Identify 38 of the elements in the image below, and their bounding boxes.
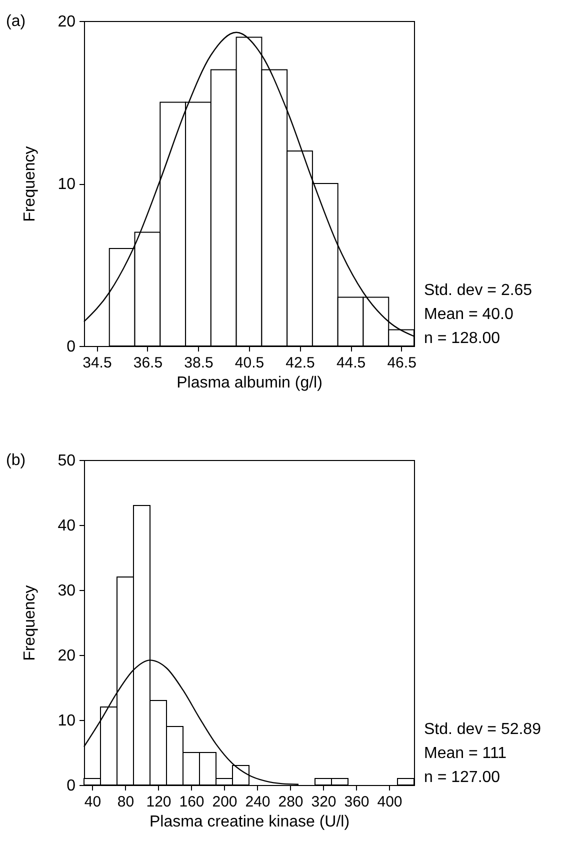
chart-title: (b) (6, 452, 26, 469)
x-tick-label: 240 (245, 794, 270, 810)
x-axis-title: Plasma creatine kinase (U/l) (149, 814, 350, 830)
text: n = 127.00 (424, 769, 500, 786)
chart-title: (a) (6, 13, 26, 30)
y-tick-label: 30 (58, 582, 76, 600)
x-tick-label: 42.5 (286, 354, 315, 372)
x-tick-label: 120 (146, 794, 172, 810)
y-tick-label: 50 (58, 452, 76, 470)
x-axis-title: Plasma albumin (g/l) (176, 374, 322, 392)
y-tick-label: 10 (58, 712, 76, 730)
text: Std. dev = 52.89 (424, 721, 542, 738)
x-tick-label: 400 (377, 794, 402, 810)
x-tick-label: 160 (179, 794, 204, 810)
y-axis-title: Frequency (22, 146, 39, 222)
y-tick-label: 20 (58, 14, 76, 30)
x-tick-label: 40.5 (234, 354, 264, 372)
y-tick-label: 10 (58, 176, 76, 193)
x-tick-label: 44.5 (336, 354, 366, 372)
x-tick-label: 80 (117, 794, 134, 810)
text: n = 128.00 (424, 330, 500, 347)
x-tick-label: 38.5 (184, 354, 214, 372)
x-tick-label: 200 (212, 794, 238, 810)
x-tick-label: 280 (278, 794, 304, 810)
y-axis-title: Frequency (22, 585, 39, 661)
text: Mean = 111 (424, 745, 507, 762)
x-tick-label: 40 (84, 794, 102, 810)
x-tick-label: 34.5 (82, 354, 112, 372)
y-tick-label: 20 (58, 648, 76, 664)
x-tick-label: 360 (344, 794, 370, 810)
y-tick-label: 0 (66, 338, 76, 356)
x-tick-label: 36.5 (133, 354, 163, 372)
text: Std. dev = 2.65 (424, 282, 532, 299)
y-tick-label: 40 (58, 518, 76, 534)
x-tick-label: 46.5 (387, 354, 416, 372)
x-tick-label: 320 (311, 794, 336, 810)
text: Mean = 40.0 (424, 306, 514, 323)
y-tick-label: 0 (66, 778, 76, 794)
